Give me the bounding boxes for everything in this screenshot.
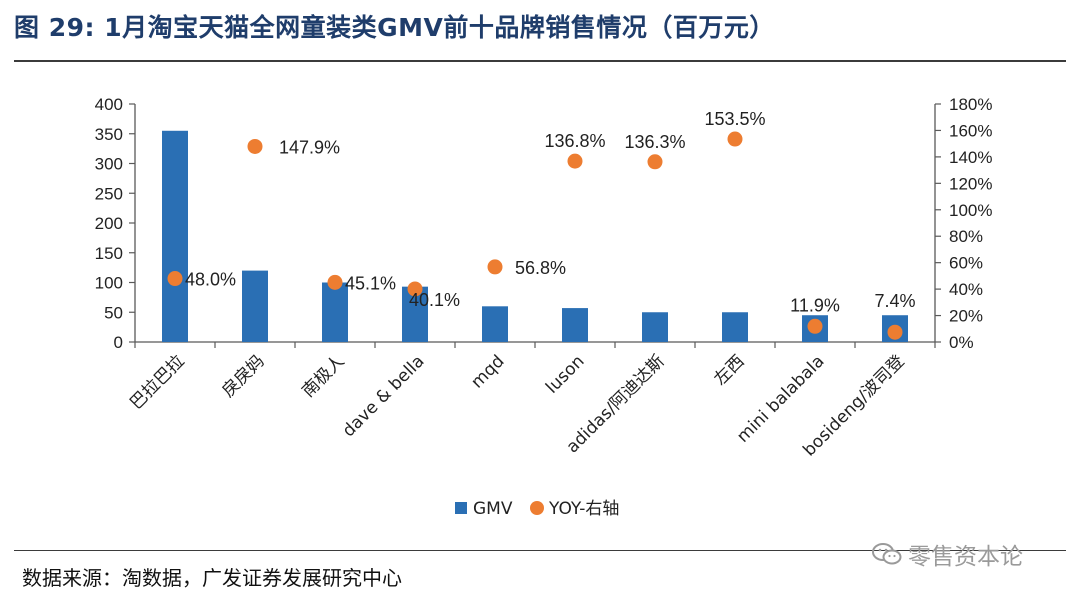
yoy-data-label: 56.8% <box>515 258 566 278</box>
yoy-dot <box>567 153 583 169</box>
category-label: 戾戾妈 <box>218 351 268 401</box>
legend-yoy-marker <box>530 501 544 515</box>
top-rule <box>14 60 1066 62</box>
yoy-dot <box>487 259 503 275</box>
yoy-data-label: 7.4% <box>874 291 915 311</box>
watermark: 零售资本论 <box>872 537 1023 571</box>
right-tick-label: 120% <box>949 174 992 193</box>
category-label: luson <box>542 351 588 397</box>
legend: GMV YOY-右轴 <box>455 499 619 519</box>
yoy-dot <box>727 131 743 147</box>
yoy-data-label: 136.8% <box>544 131 605 151</box>
yoy-data-label: 136.3% <box>624 132 685 152</box>
yoy-data-label: 153.5% <box>704 109 765 129</box>
category-label: 巴拉巴拉 <box>126 351 188 413</box>
right-tick-label: 100% <box>949 201 992 220</box>
yoy-data-label: 40.1% <box>409 290 460 310</box>
left-tick-label: 50 <box>104 303 123 322</box>
category-label: mqd <box>467 351 508 392</box>
yoy-dot <box>327 274 343 290</box>
yoy-dot <box>407 281 423 297</box>
right-tick-label: 20% <box>949 307 983 326</box>
yoy-dot <box>247 138 263 154</box>
category-label: 左西 <box>710 351 748 389</box>
left-tick-label: 250 <box>95 184 123 203</box>
watermark-text: 零售资本论 <box>908 544 1023 570</box>
yoy-data-label: 147.9% <box>279 137 340 157</box>
gmv-bar <box>482 306 508 342</box>
left-tick-label: 300 <box>95 155 123 174</box>
yoy-data-label: 48.0% <box>185 270 236 290</box>
gmv-bar <box>162 130 188 342</box>
yoy-dot <box>807 318 823 334</box>
gmv-bar <box>562 308 588 342</box>
left-tick-label: 150 <box>95 244 123 263</box>
left-tick-label: 400 <box>95 95 123 114</box>
yoy-dots <box>167 131 903 340</box>
right-tick-label: 40% <box>949 280 983 299</box>
gmv-bar <box>242 270 268 342</box>
left-tick-label: 0 <box>114 333 123 352</box>
source-note: 数据来源：淘数据，广发证券发展研究中心 <box>22 566 402 590</box>
yoy-data-label: 11.9% <box>790 295 840 315</box>
left-tick-label: 200 <box>95 214 123 233</box>
yoy-data-label: 45.1% <box>345 273 396 293</box>
legend-yoy-label: YOY-右轴 <box>548 499 619 519</box>
right-tick-label: 0% <box>949 333 974 352</box>
figure-title: 图 29: 1月淘宝天猫全网童装类GMV前十品牌销售情况（百万元） <box>14 13 775 42</box>
left-tick-label: 350 <box>95 125 123 144</box>
gmv-bar <box>642 312 668 342</box>
right-tick-label: 140% <box>949 148 992 167</box>
right-tick-label: 160% <box>949 121 992 140</box>
left-tick-label: 100 <box>95 274 123 293</box>
legend-gmv-swatch <box>455 502 467 514</box>
right-tick-label: 60% <box>949 254 983 273</box>
data-labels: 48.0% 147.9% 45.1% 40.1% 56.8% 136.8% 136.3% 15… <box>185 109 916 315</box>
category-label: dave & bella <box>339 351 429 441</box>
category-label: 南极人 <box>298 351 348 401</box>
right-tick-label: 80% <box>949 227 983 246</box>
yoy-dot <box>647 154 663 170</box>
chart-axes: 0 50 100 150 200 250 300 350 400 0% 20% 40% 60% 80% 10… <box>95 95 993 352</box>
bottom-rule <box>14 550 1066 551</box>
gmv-bar <box>322 282 348 342</box>
legend-gmv-label: GMV <box>473 499 513 519</box>
wechat-icon <box>872 543 902 565</box>
gmv-bar <box>722 312 748 342</box>
chart: 0 50 100 150 200 250 300 350 400 0% 20% 40% 60% 80% 10… <box>95 95 993 519</box>
yoy-dot <box>887 324 903 340</box>
yoy-dot <box>167 271 183 287</box>
right-tick-label: 180% <box>949 95 992 114</box>
